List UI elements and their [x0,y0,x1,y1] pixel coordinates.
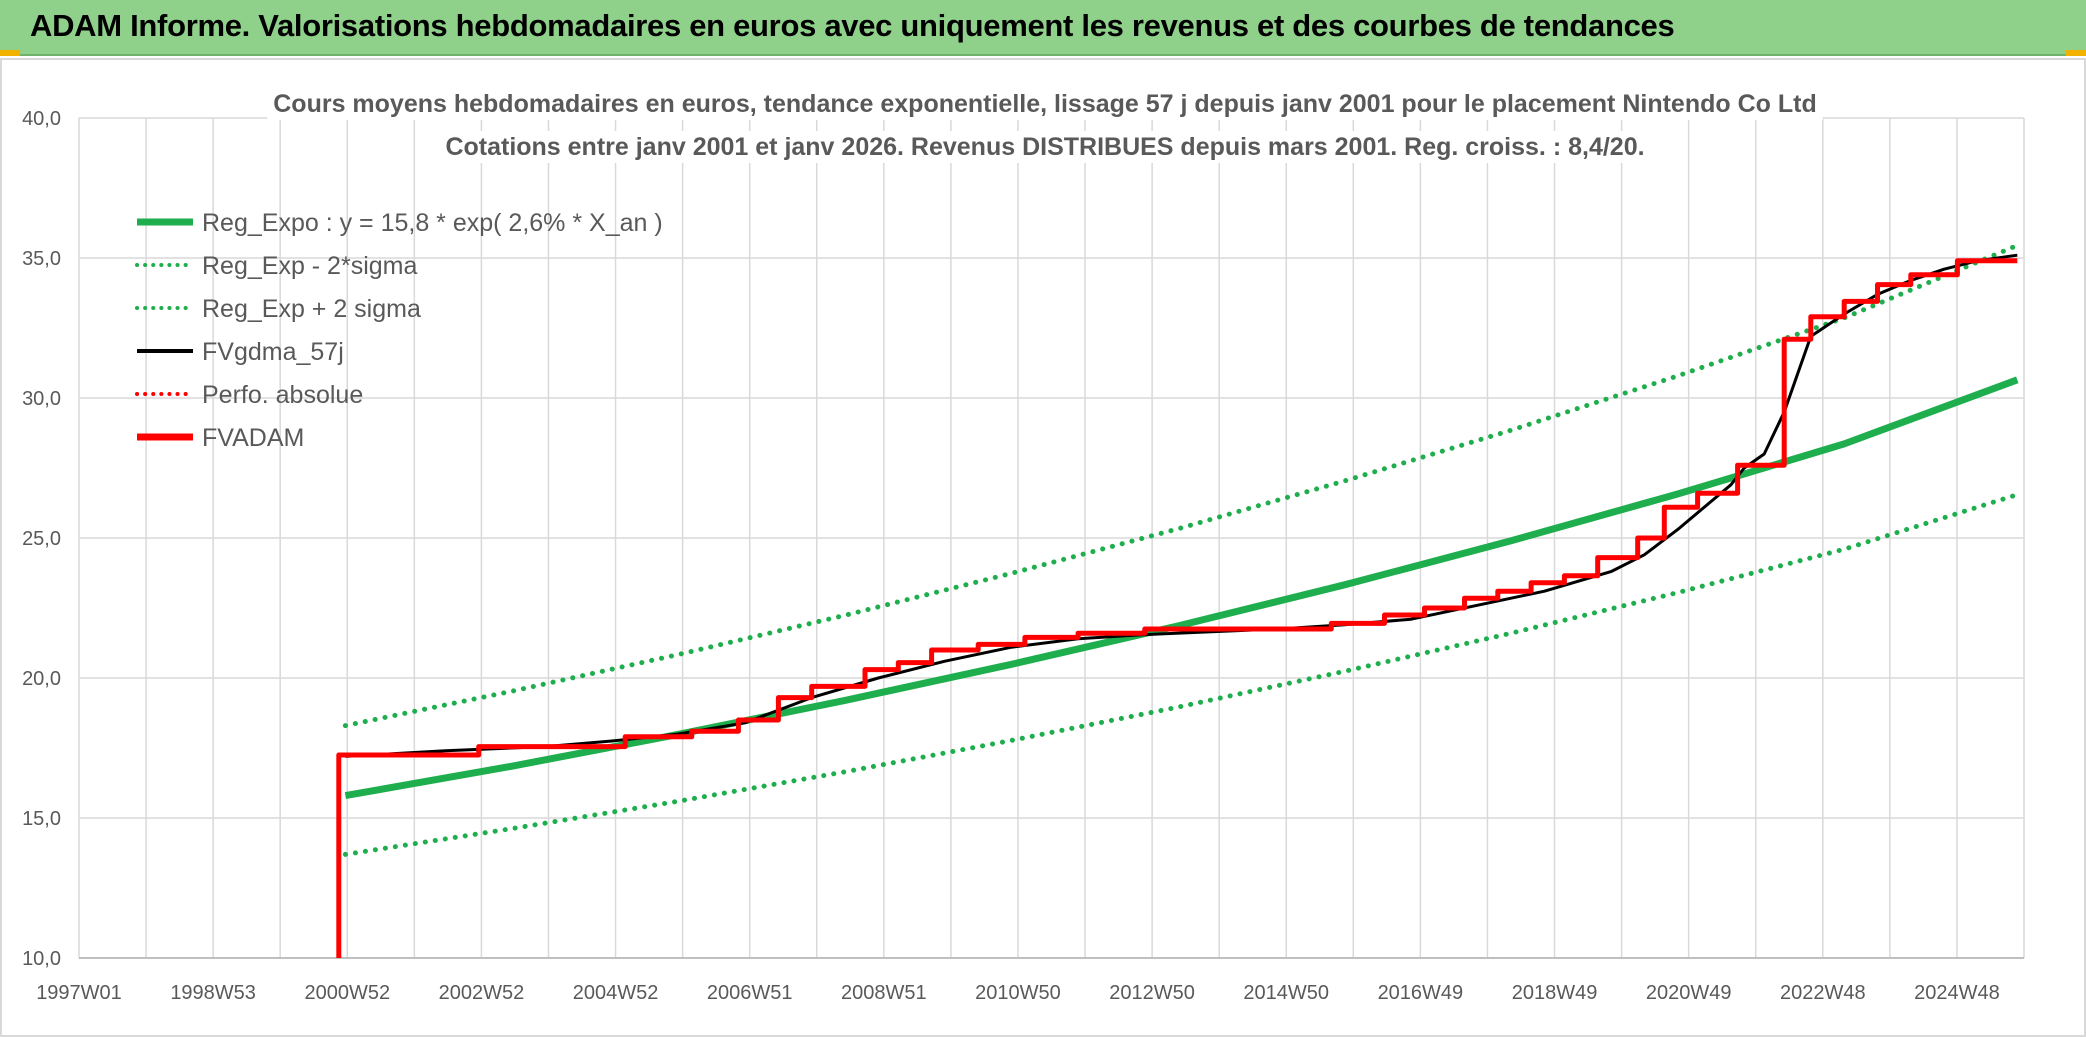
x-tick-label: 2022W48 [1780,982,1866,1004]
x-tick-label: 2000W52 [304,982,390,1004]
x-tick-label: 2014W50 [1243,982,1329,1004]
legend-label: Reg_Expo : y = 15,8 * exp( 2,6% * X_an ) [202,209,663,237]
x-tick-label: 2004W52 [573,982,659,1004]
x-tick-label: 2020W49 [1646,982,1732,1004]
series-line-3 [345,253,2018,758]
x-tick-label: 2008W51 [841,982,927,1004]
report-header: ADAM Informe. Valorisations hebdomadaire… [0,0,2086,56]
legend-label: Reg_Exp - 2*sigma [202,252,417,280]
y-tick-label: 25,0 [22,528,61,550]
series-line-0 [344,376,2019,800]
legend-label: Reg_Exp + 2 sigma [202,295,421,323]
x-tick-label: 2012W50 [1109,982,1195,1004]
series-line-5 [336,258,2018,958]
chart-title-background [267,88,1823,120]
x-tick-label: 2010W50 [975,982,1061,1004]
chart-grid [78,117,2025,959]
y-tick-label: 40,0 [22,108,61,130]
x-tick-label: 2016W49 [1378,982,1464,1004]
chart-subtitle-background [439,131,1651,163]
series-line-2 [342,242,2020,729]
x-tick-label: 2006W51 [707,982,793,1004]
y-tick-label: 10,0 [22,948,61,970]
corner-accent-right [2066,50,2086,56]
x-tick-label: 1997W01 [36,982,122,1004]
y-tick-label: 15,0 [22,808,61,830]
x-tick-label: 2002W52 [439,982,525,1004]
legend-label: FVgdma_57j [202,338,344,366]
legend-label: Perfo. absolue [202,381,363,409]
x-tick-label: 2024W48 [1914,982,2000,1004]
chart-title: Cours moyens hebdomadaires en euros, ten… [273,90,1816,118]
corner-accent-left [0,50,20,56]
y-axis-tick-labels: 10,0 15,0 20,0 25,0 30,0 35,0 40,0 [22,108,61,970]
x-tick-label: 2018W49 [1512,982,1598,1004]
legend-label: FVADAM [202,424,304,452]
report-title: ADAM Informe. Valorisations hebdomadaire… [30,8,1675,43]
y-tick-label: 35,0 [22,248,61,270]
chart-series [336,242,2020,958]
series-line-1 [342,492,2020,857]
chart-legend: Reg_Expo : y = 15,8 * exp( 2,6% * X_an )… [135,209,663,452]
y-tick-label: 20,0 [22,668,61,690]
x-axis-tick-labels: 1997W01 1998W53 2000W52 2002W52 2004W52 2006W… [36,982,2000,1004]
y-tick-label: 30,0 [22,388,61,410]
chart-subtitle: Cotations entre janv 2001 et janv 2026. … [445,133,1644,161]
x-tick-label: 1998W53 [170,982,256,1004]
